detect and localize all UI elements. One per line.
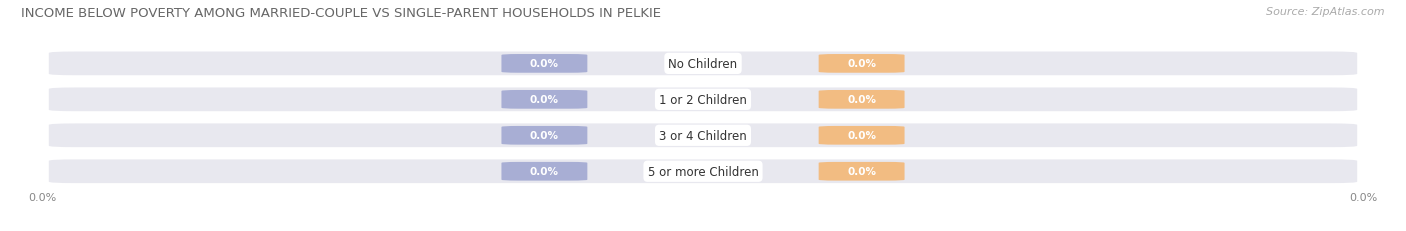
- FancyBboxPatch shape: [818, 55, 904, 73]
- FancyBboxPatch shape: [818, 162, 904, 181]
- FancyBboxPatch shape: [818, 91, 904, 109]
- FancyBboxPatch shape: [49, 160, 1357, 183]
- Text: 0.0%: 0.0%: [530, 59, 560, 69]
- Text: 3 or 4 Children: 3 or 4 Children: [659, 129, 747, 142]
- FancyBboxPatch shape: [818, 126, 904, 145]
- Text: 0.0%: 0.0%: [846, 167, 876, 176]
- FancyBboxPatch shape: [502, 91, 588, 109]
- Text: 0.0%: 0.0%: [530, 131, 560, 141]
- Text: 5 or more Children: 5 or more Children: [648, 165, 758, 178]
- FancyBboxPatch shape: [49, 124, 1357, 148]
- Text: 0.0%: 0.0%: [846, 95, 876, 105]
- Text: Source: ZipAtlas.com: Source: ZipAtlas.com: [1267, 7, 1385, 17]
- FancyBboxPatch shape: [49, 88, 1357, 112]
- Text: 0.0%: 0.0%: [846, 59, 876, 69]
- Text: 0.0%: 0.0%: [530, 95, 560, 105]
- Text: INCOME BELOW POVERTY AMONG MARRIED-COUPLE VS SINGLE-PARENT HOUSEHOLDS IN PELKIE: INCOME BELOW POVERTY AMONG MARRIED-COUPL…: [21, 7, 661, 20]
- FancyBboxPatch shape: [502, 162, 588, 181]
- FancyBboxPatch shape: [49, 52, 1357, 76]
- FancyBboxPatch shape: [502, 126, 588, 145]
- Text: 0.0%: 0.0%: [846, 131, 876, 141]
- Text: 1 or 2 Children: 1 or 2 Children: [659, 93, 747, 106]
- Text: 0.0%: 0.0%: [530, 167, 560, 176]
- FancyBboxPatch shape: [502, 55, 588, 73]
- Text: No Children: No Children: [668, 58, 738, 71]
